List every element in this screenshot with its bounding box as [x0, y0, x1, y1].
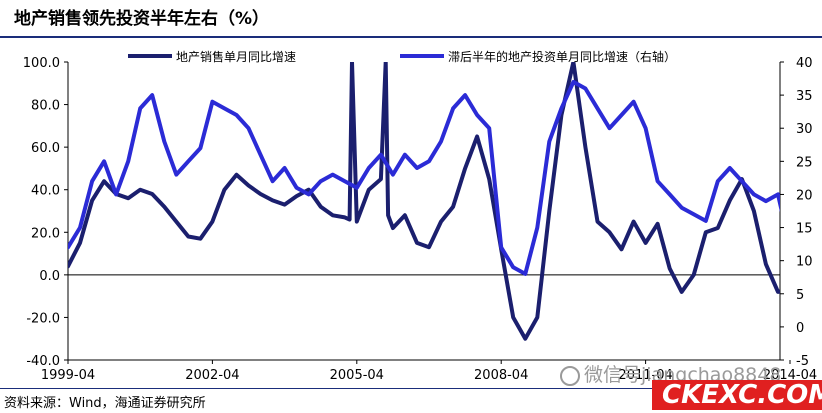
source-note: 资料来源：Wind，海通证券研究所	[4, 396, 206, 411]
x-tick-label: 2011-04	[618, 368, 672, 383]
left-tick-label: 60.0	[31, 141, 60, 156]
x-tick-label: 2014-04	[763, 368, 817, 383]
series-line-sales	[68, 62, 780, 341]
left-tick-label: 100.0	[23, 56, 60, 71]
watermark-text: 微信号	[584, 364, 642, 386]
right-tick-label: -5	[796, 354, 809, 369]
left-tick-label: 20.0	[31, 226, 60, 241]
right-tick-label: 25	[796, 155, 813, 170]
left-tick-label: -40.0	[26, 354, 60, 369]
x-tick-label: 2002-04	[185, 368, 239, 383]
right-tick-label: 40	[796, 56, 813, 71]
left-tick-label: 80.0	[31, 99, 60, 114]
left-tick-label: 0.0	[39, 269, 60, 284]
right-tick-label: 35	[796, 89, 813, 104]
source-divider	[0, 388, 822, 389]
wechat-icon	[560, 365, 580, 386]
x-tick-label: 2005-04	[330, 368, 384, 383]
series-line-investment	[68, 79, 780, 276]
right-tick-label: 0	[796, 321, 804, 336]
right-tick-label: 20	[796, 188, 813, 203]
right-tick-label: 30	[796, 122, 813, 137]
watermark-site: CKEXC.COM	[652, 380, 822, 410]
left-tick-label: -20.0	[26, 311, 60, 326]
title-divider	[0, 36, 822, 38]
x-tick-label: 1999-04	[41, 368, 95, 383]
legend-label: 滞后半年的地产投资单月同比增速（右轴）	[448, 49, 676, 64]
right-tick-label: 10	[796, 255, 813, 270]
left-tick-label: 40.0	[31, 184, 60, 199]
right-tick-label: 5	[796, 288, 804, 303]
right-tick-label: 15	[796, 222, 813, 237]
page-title: 地产销售领先投资半年左右（%）	[14, 9, 270, 29]
x-tick-label: 2008-04	[474, 368, 528, 383]
legend-label: 地产销售单月同比增速	[176, 49, 296, 64]
line-chart: 100.0 80.0 60.0 40.0 20.0 0.0 -20.0 -40.0 40 35 30…	[23, 49, 817, 383]
